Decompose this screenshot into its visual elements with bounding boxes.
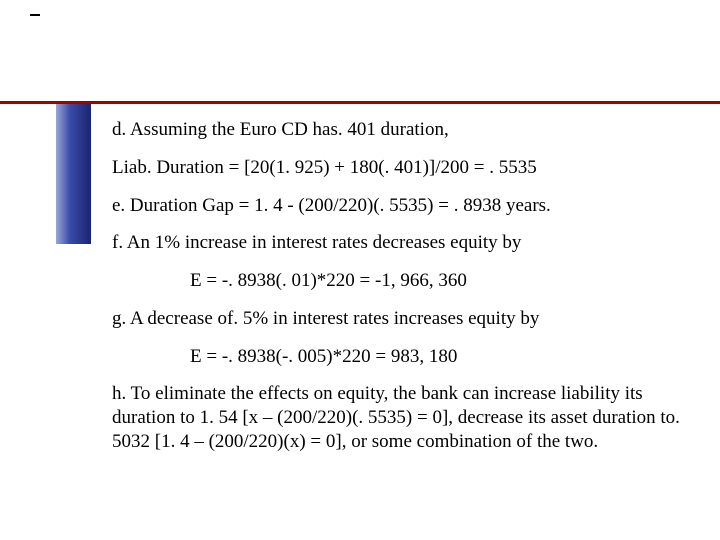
text-d2: Liab. Duration = [20(1. 925) + 180(. 401…	[112, 156, 692, 180]
divider-red	[0, 101, 720, 104]
text-d1: d. Assuming the Euro CD has. 401 duratio…	[112, 118, 692, 142]
text-f2: E = -. 8938(. 01)*220 = -1, 966, 360	[112, 269, 692, 293]
content-area: d. Assuming the Euro CD has. 401 duratio…	[112, 118, 692, 468]
text-g2: E = -. 8938(-. 005)*220 = 983, 180	[112, 345, 692, 369]
text-h: h. To eliminate the effects on equity, t…	[112, 382, 692, 453]
text-e: e. Duration Gap = 1. 4 - (200/220)(. 553…	[112, 194, 692, 218]
text-g1: g. A decrease of. 5% in interest rates i…	[112, 307, 692, 331]
slide: d. Assuming the Euro CD has. 401 duratio…	[0, 0, 720, 540]
corner-tick	[30, 14, 40, 16]
text-f1: f. An 1% increase in interest rates decr…	[112, 231, 692, 255]
accent-blue-bar	[56, 104, 91, 244]
